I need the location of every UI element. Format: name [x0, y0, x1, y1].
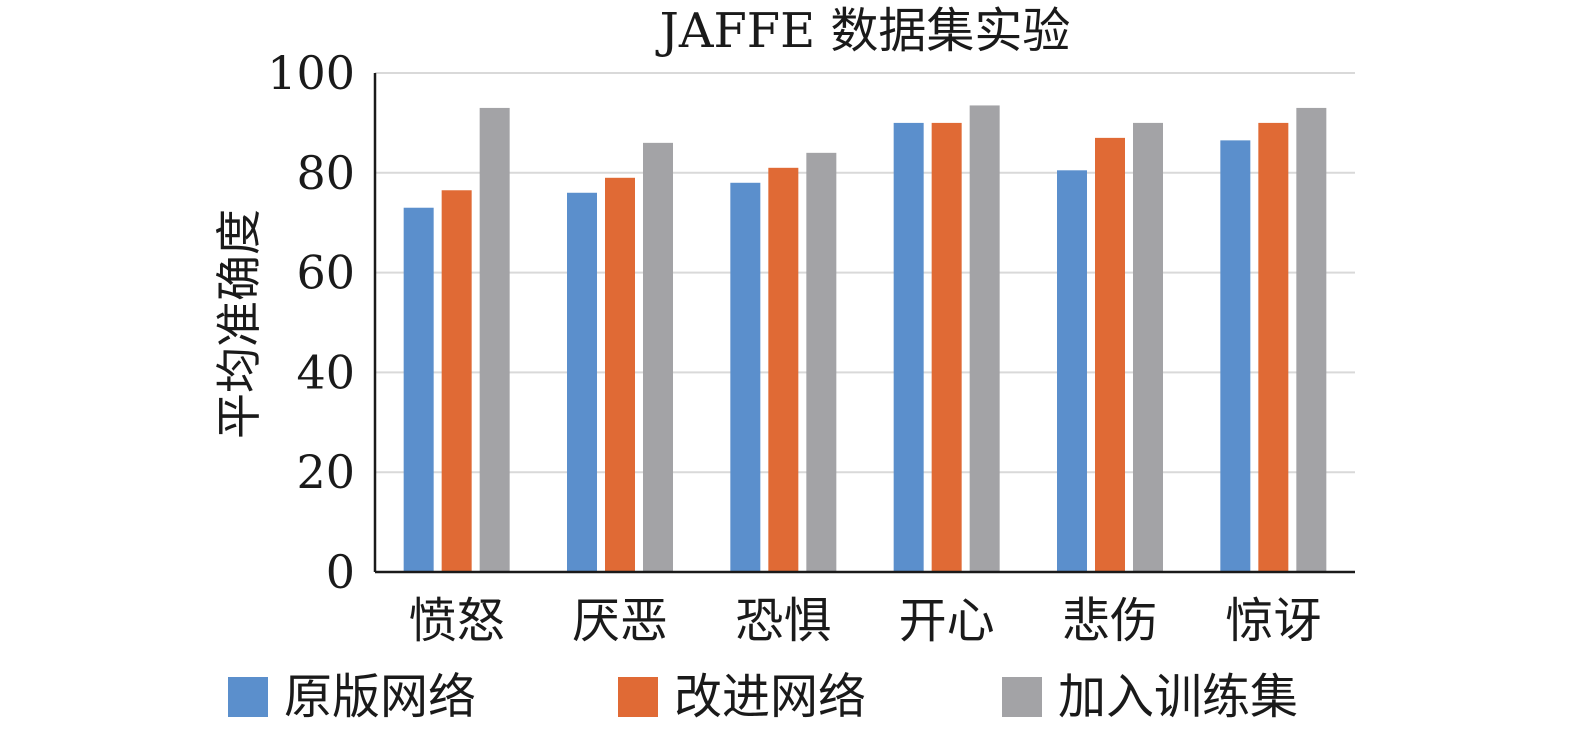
legend-swatch-改进网络	[618, 677, 658, 717]
bars	[403, 105, 1327, 573]
legend: 原版网络 改进网络 加入训练集	[228, 669, 1298, 725]
x-tick-labels: 愤怒 厌恶 恐惧 开心 悲伤 惊讶	[409, 593, 1322, 649]
x-tick-label-恐惧: 恐惧	[735, 593, 831, 649]
bar-开心-原版网络	[893, 122, 924, 573]
bar-开心-加入训练集	[969, 105, 1000, 572]
x-tick-label-开心: 开心	[899, 593, 995, 649]
bar-愤怒-原版网络	[403, 207, 434, 573]
y-tick-labels: 0 20 40 60 80 100	[267, 46, 355, 599]
bar-恐惧-加入训练集	[806, 152, 837, 572]
legend-label-改进网络: 改进网络	[674, 669, 866, 725]
chart-title: JAFFE 数据集实验	[655, 3, 1071, 59]
bar-惊讶-原版网络	[1220, 140, 1251, 573]
bar-恐惧-原版网络	[730, 182, 761, 572]
y-tick-label-20: 20	[296, 445, 355, 499]
bar-惊讶-改进网络	[1258, 122, 1289, 573]
y-tick-label-40: 40	[296, 345, 355, 399]
bar-开心-改进网络	[931, 122, 962, 573]
y-axis-label: 平均准确度	[212, 209, 266, 439]
bar-愤怒-改进网络	[441, 190, 472, 572]
y-tick-label-100: 100	[267, 46, 355, 100]
y-tick-label-60: 60	[296, 246, 355, 300]
legend-swatch-加入训练集	[1002, 677, 1042, 717]
bar-悲伤-加入训练集	[1133, 122, 1163, 573]
legend-swatch-原版网络	[228, 677, 268, 717]
axes	[373, 73, 1355, 574]
bar-惊讶-加入训练集	[1296, 107, 1327, 573]
x-tick-label-惊讶: 惊讶	[1225, 593, 1321, 649]
bar-厌恶-加入训练集	[643, 142, 673, 573]
x-tick-label-愤怒: 愤怒	[409, 593, 505, 649]
x-tick-label-悲伤: 悲伤	[1062, 593, 1158, 649]
bar-悲伤-改进网络	[1095, 137, 1125, 572]
bar-恐惧-改进网络	[768, 167, 799, 572]
legend-label-原版网络: 原版网络	[284, 669, 476, 725]
bar-愤怒-加入训练集	[479, 107, 510, 573]
grid-lines	[375, 72, 1355, 474]
bar-厌恶-改进网络	[605, 177, 635, 573]
bar-厌恶-原版网络	[567, 192, 597, 572]
y-tick-label-80: 80	[296, 146, 355, 200]
x-tick-label-厌恶: 厌恶	[572, 593, 668, 649]
bar-悲伤-原版网络	[1057, 170, 1087, 572]
legend-label-加入训练集: 加入训练集	[1058, 669, 1298, 725]
y-tick-label-0: 0	[326, 545, 355, 599]
